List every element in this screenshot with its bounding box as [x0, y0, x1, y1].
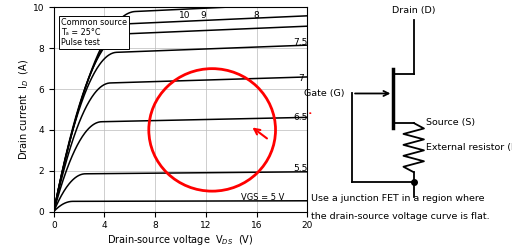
Text: 5.5: 5.5 [294, 164, 308, 173]
Text: Use a junction FET in a region where: Use a junction FET in a region where [311, 194, 485, 203]
Text: 6.5: 6.5 [294, 113, 308, 122]
Text: Common source
Tₐ = 25°C
Pulse test: Common source Tₐ = 25°C Pulse test [61, 17, 127, 47]
Text: External resistor (R): External resistor (R) [426, 143, 512, 152]
Text: VGS = 5 V: VGS = 5 V [241, 193, 285, 202]
Text: 10: 10 [179, 11, 190, 20]
Text: 9: 9 [200, 11, 206, 20]
Text: 8: 8 [253, 11, 260, 20]
Y-axis label: Drain current  I$_D$  (A): Drain current I$_D$ (A) [17, 59, 31, 160]
Text: 7: 7 [298, 74, 304, 83]
Text: the drain-source voltage curve is flat.: the drain-source voltage curve is flat. [311, 212, 490, 221]
Text: Gate (G): Gate (G) [304, 89, 344, 98]
X-axis label: Drain-source voltage  V$_{DS}$  (V): Drain-source voltage V$_{DS}$ (V) [107, 233, 254, 246]
Text: Source (S): Source (S) [426, 119, 475, 127]
Text: Drain (D): Drain (D) [392, 6, 435, 15]
Text: 7.5: 7.5 [294, 38, 308, 46]
